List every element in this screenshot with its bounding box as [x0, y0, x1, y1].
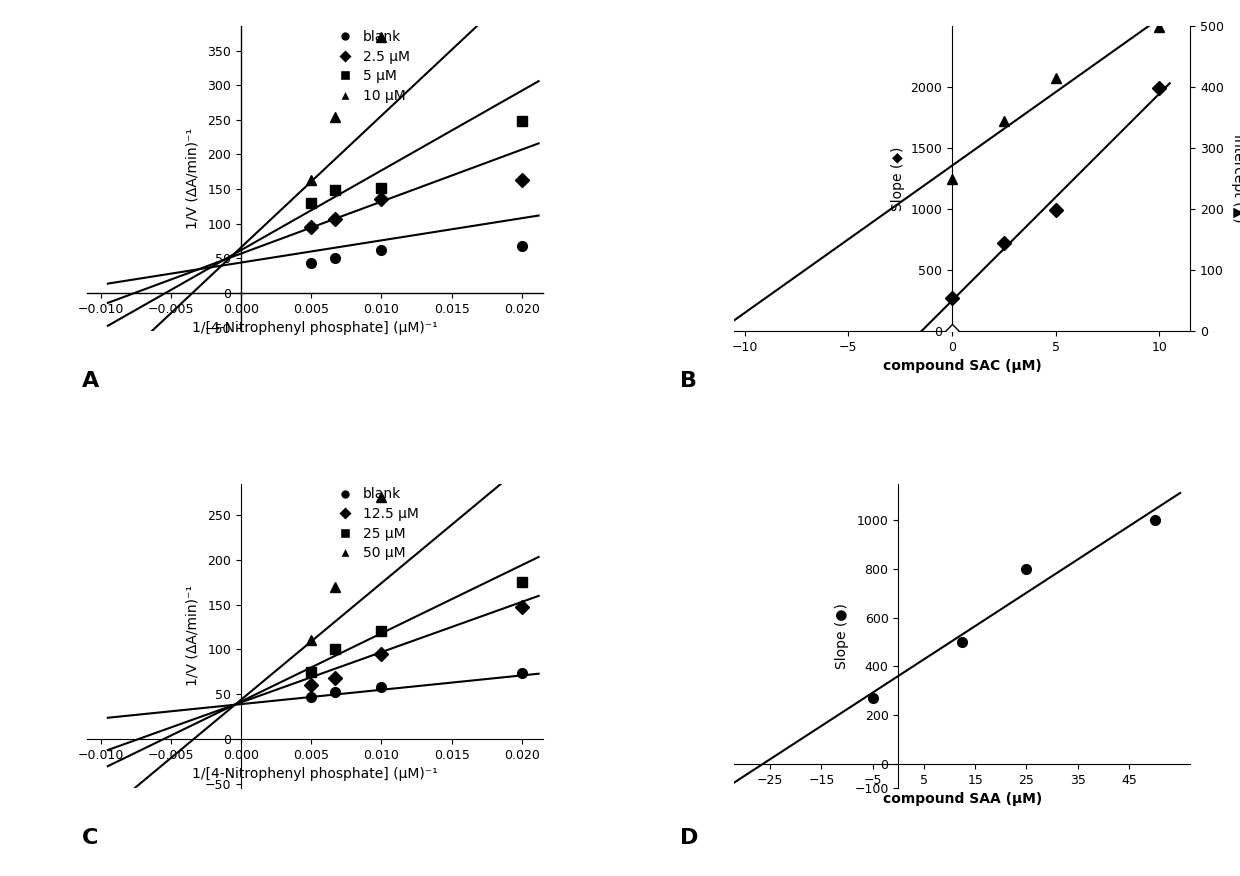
X-axis label: compound SAA (μM): compound SAA (μM) — [883, 792, 1042, 806]
Y-axis label: 1/V (ΔA/min)⁻¹: 1/V (ΔA/min)⁻¹ — [185, 585, 200, 687]
Legend: blank, 12.5 μM, 25 μM, 50 μM: blank, 12.5 μM, 25 μM, 50 μM — [331, 487, 419, 560]
X-axis label: 1/[4-Nitrophenyl phosphate] (μM)⁻¹: 1/[4-Nitrophenyl phosphate] (μM)⁻¹ — [192, 767, 438, 781]
X-axis label: compound SAC (μM): compound SAC (μM) — [883, 359, 1042, 373]
Y-axis label: Slope (◆): Slope (◆) — [890, 146, 905, 211]
Y-axis label: Slope (●): Slope (●) — [835, 603, 848, 669]
Text: C: C — [82, 828, 99, 848]
X-axis label: 1/[4-Nitrophenyl phosphate] (μM)⁻¹: 1/[4-Nitrophenyl phosphate] (μM)⁻¹ — [192, 321, 438, 336]
Legend: blank, 2.5 μM, 5 μM, 10 μM: blank, 2.5 μM, 5 μM, 10 μM — [331, 30, 410, 102]
Text: B: B — [680, 371, 697, 391]
Y-axis label: Intercept (▲): Intercept (▲) — [1231, 134, 1240, 223]
Y-axis label: 1/V (ΔA/min)⁻¹: 1/V (ΔA/min)⁻¹ — [185, 128, 200, 230]
Text: D: D — [680, 828, 698, 848]
Text: A: A — [82, 371, 99, 391]
